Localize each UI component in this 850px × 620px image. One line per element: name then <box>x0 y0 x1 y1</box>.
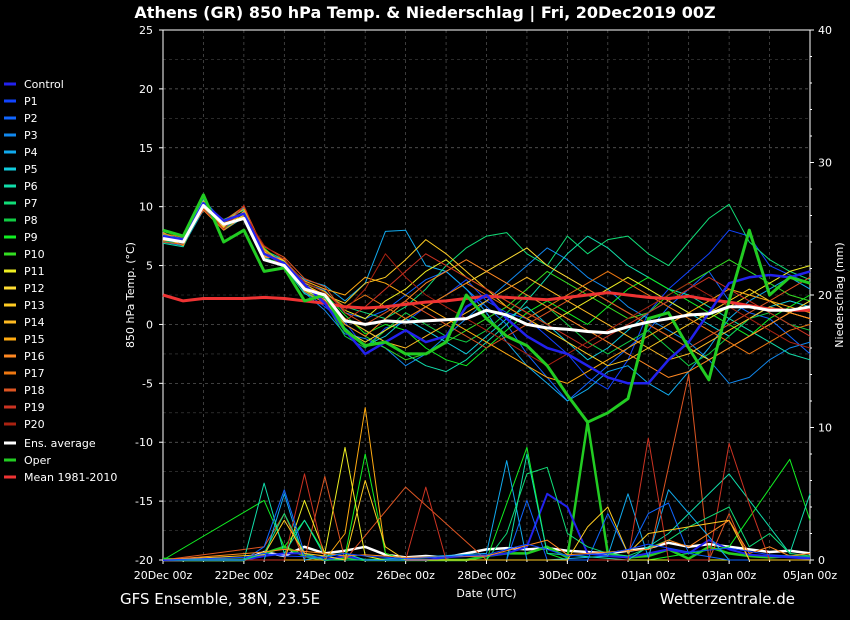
tick-label-left: 15 <box>139 142 153 155</box>
legend-label: P15 <box>24 333 45 346</box>
legend-label: P20 <box>24 418 45 431</box>
legend-label: P11 <box>24 265 45 278</box>
tick-label-left: 10 <box>139 201 153 214</box>
temp-line-oper <box>162 193 811 424</box>
legend-label: P17 <box>24 367 45 380</box>
legend-label: P2 <box>24 112 38 125</box>
tick-label-x: 30Dec 00z <box>538 569 597 582</box>
tick-label-right: 10 <box>818 422 832 435</box>
tick-label-x: 01Jan 00z <box>621 569 675 582</box>
precip-line-p13 <box>162 480 810 561</box>
temp-line-ens-average <box>162 204 811 335</box>
legend-label: P5 <box>24 163 38 176</box>
legend-label: Mean 1981-2010 <box>24 471 117 484</box>
tick-label-left: -20 <box>135 554 153 567</box>
legend-label: P19 <box>24 401 45 414</box>
y-axis-label-left: 850 hPa Temp. (°C) <box>124 242 137 348</box>
chart-title: Athens (GR) 850 hPa Temp. & Niederschlag… <box>134 3 716 22</box>
legend-label: P9 <box>24 231 38 244</box>
tick-label-left: -15 <box>135 495 153 508</box>
tick-label-x: 20Dec 00z <box>134 569 193 582</box>
legend-label: Control <box>24 78 64 91</box>
tick-label-right: 30 <box>818 157 832 170</box>
legend-label: P3 <box>24 129 38 142</box>
legend-label: Ens. average <box>24 437 96 450</box>
legend-label: P4 <box>24 146 38 159</box>
tick-label-x: 26Dec 00z <box>376 569 435 582</box>
precip-line-p4 <box>163 460 810 561</box>
legend-label: P1 <box>24 95 38 108</box>
legend-label: P8 <box>24 214 38 227</box>
tick-label-right: 0 <box>818 554 825 567</box>
precip-line-p1 <box>162 543 811 561</box>
legend-label: P14 <box>24 316 45 329</box>
legend-label: P10 <box>24 248 45 261</box>
legend-label: P16 <box>24 350 45 363</box>
tick-label-left: 25 <box>139 24 153 37</box>
tick-label-x: 24Dec 00z <box>295 569 354 582</box>
site-label: Wetterzentrale.de <box>659 590 795 608</box>
legend-label: P7 <box>24 197 38 210</box>
legend-label: Oper <box>24 454 51 467</box>
tick-label-left: 0 <box>146 318 153 331</box>
precip-line-p7 <box>163 466 811 561</box>
legend-label: P12 <box>24 282 45 295</box>
y-axis-label-right: Niederschlag (mm) <box>833 242 846 347</box>
tick-label-right: 20 <box>818 289 832 302</box>
temp-line-p15 <box>162 202 811 384</box>
legend-label: P6 <box>24 180 38 193</box>
tick-label-left: -10 <box>135 436 153 449</box>
tick-label-left: -5 <box>142 377 153 390</box>
tick-label-x: 05Jan 00z <box>783 569 837 582</box>
legend-label: P13 <box>24 299 45 312</box>
precip-line-p16 <box>162 519 811 561</box>
tick-label-x: 28Dec 00z <box>457 569 516 582</box>
tick-label-x: 22Dec 00z <box>215 569 274 582</box>
tick-label-left: 5 <box>146 260 153 273</box>
tick-label-left: 20 <box>139 83 153 96</box>
tick-label-x: 03Jan 00z <box>702 569 756 582</box>
temp-line-control <box>162 201 811 385</box>
source-label: GFS Ensemble, 38N, 23.5E <box>120 590 321 608</box>
tick-label-right: 40 <box>818 24 832 37</box>
x-axis-label: Date (UTC) <box>456 587 516 600</box>
temp-line-p20 <box>162 203 811 367</box>
legend-label: P18 <box>24 384 45 397</box>
